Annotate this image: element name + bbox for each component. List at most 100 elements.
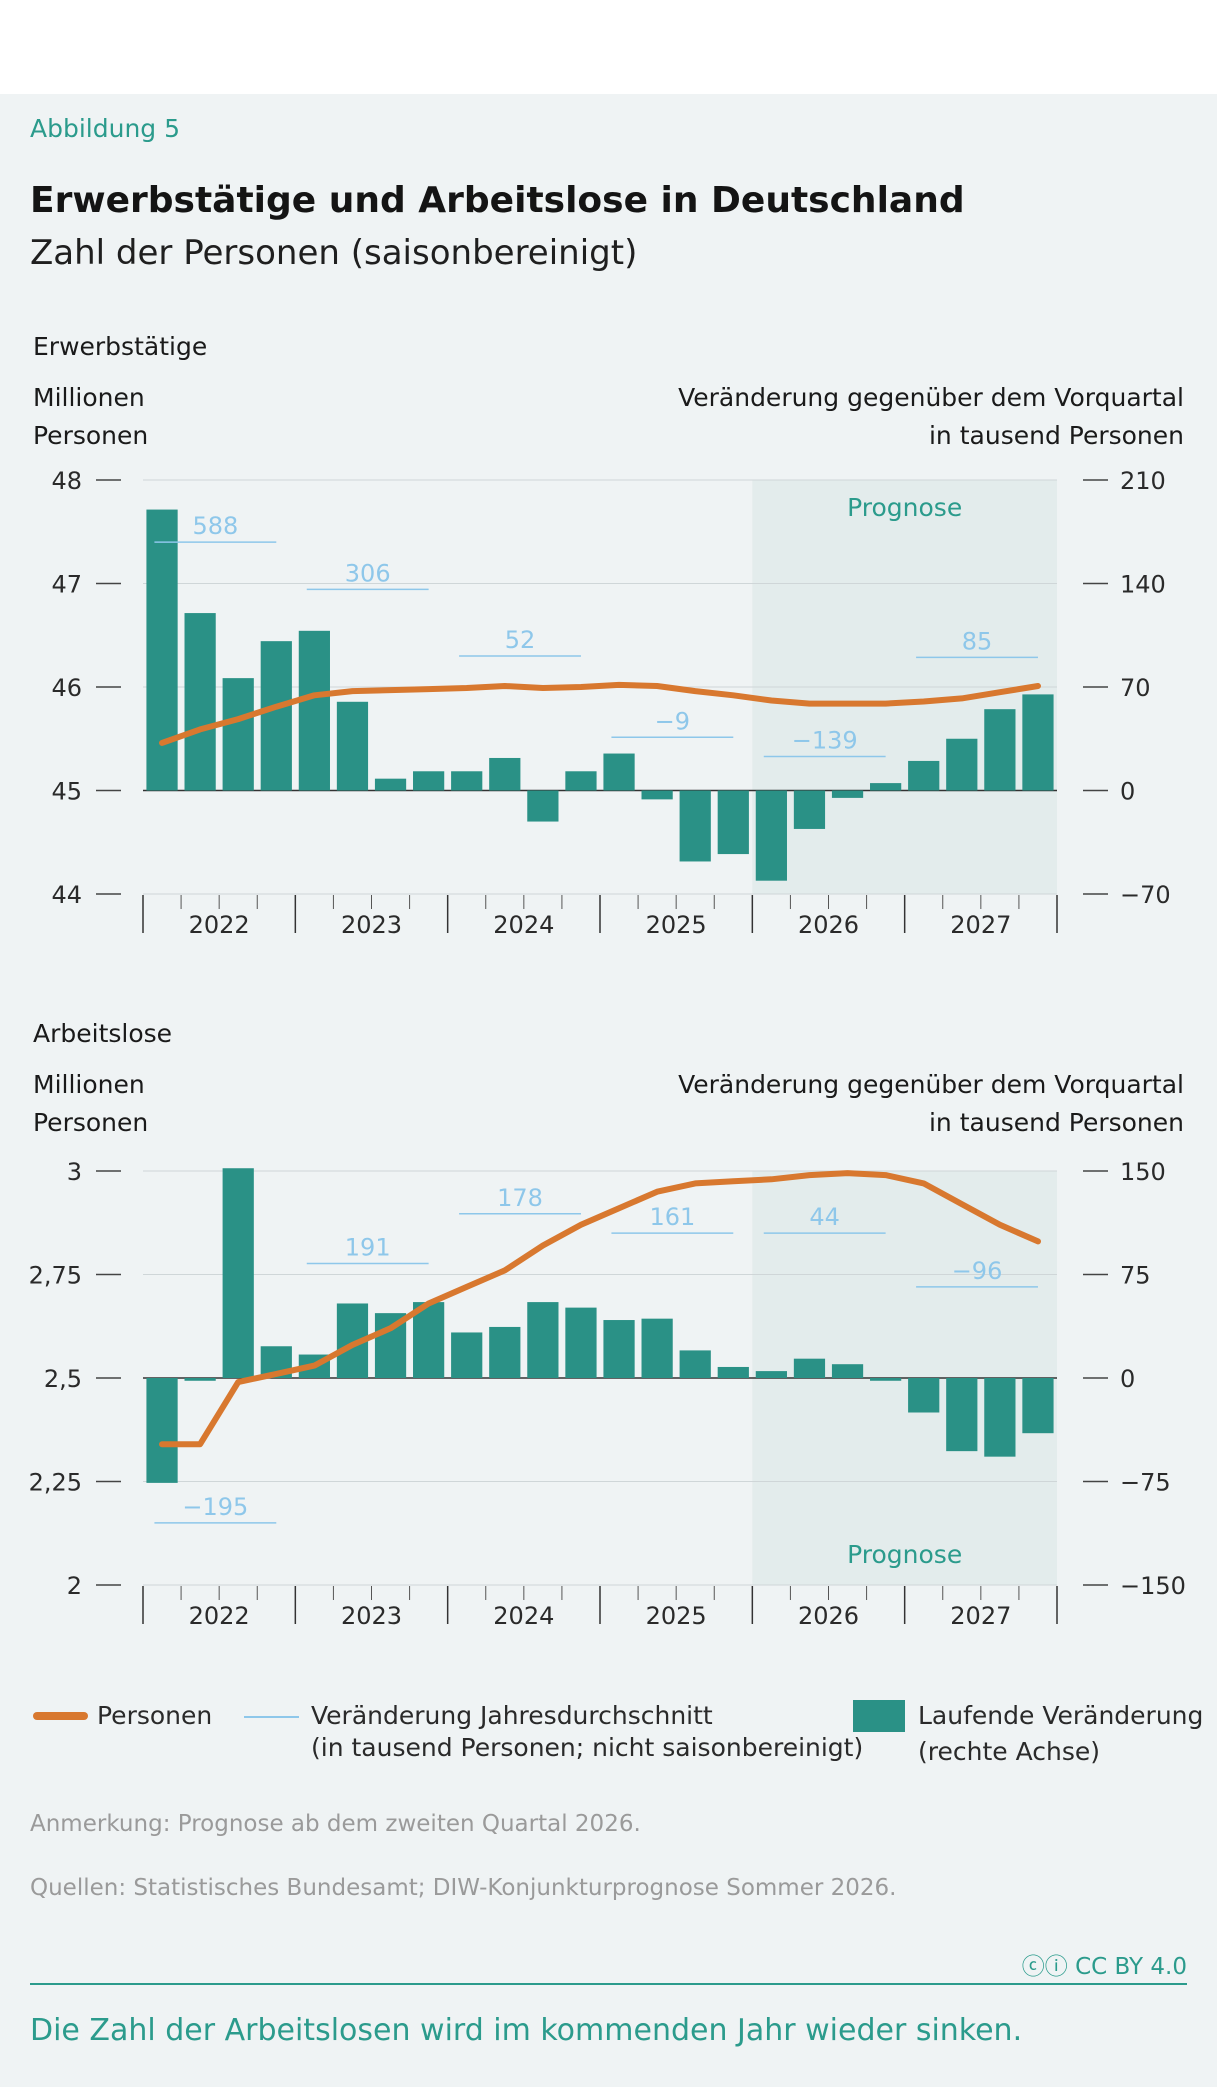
bar: [870, 1378, 902, 1381]
year-label: 2022: [189, 1602, 250, 1630]
year-label: 2023: [341, 911, 402, 939]
legend: Personen Veränderung Jahresdurchschnitt …: [0, 1690, 1217, 1790]
legend-personen-label: Personen: [97, 1701, 213, 1730]
annual-change-label: 178: [497, 1184, 543, 1212]
year-label: 2027: [950, 1602, 1011, 1630]
legend-bar-label-2: (rechte Achse): [918, 1737, 1100, 1766]
bar: [679, 790, 711, 862]
bar: [413, 771, 445, 791]
bar: [222, 1168, 254, 1378]
bar: [527, 1302, 559, 1378]
year-label: 2023: [341, 1602, 402, 1630]
left-tick-label: 47: [51, 571, 82, 599]
annual-change-label: 588: [192, 512, 238, 540]
annual-change-label: 44: [809, 1203, 840, 1231]
year-label: 2027: [950, 911, 1011, 939]
left-axis-label: Millionen: [33, 1070, 145, 1099]
bar: [679, 1350, 711, 1378]
bar: [451, 771, 483, 791]
caption: Die Zahl der Arbeitslosen wird im kommen…: [30, 2013, 1023, 2048]
left-tick-label: 46: [51, 674, 82, 702]
bar: [184, 1378, 216, 1381]
left-tick-label: 3: [67, 1158, 82, 1186]
year-label: 2026: [798, 911, 859, 939]
annual-change-label: 52: [505, 626, 536, 654]
personen-line: [159, 1170, 1041, 1448]
right-tick-label: 75: [1120, 1262, 1151, 1290]
right-tick-label: 140: [1120, 571, 1166, 599]
right-tick-label: −75: [1120, 1469, 1171, 1497]
figure-label: Abbildung 5: [30, 114, 181, 143]
right-tick-label: 210: [1120, 467, 1166, 495]
right-axis-label: Veränderung gegenüber dem Vorquartal: [678, 1070, 1184, 1099]
section-title: Erwerbstätige: [33, 332, 207, 361]
legend-bar-label-1: Laufende Veränderung: [918, 1701, 1204, 1730]
bar: [603, 753, 635, 791]
bar: [489, 757, 521, 791]
bar: [641, 790, 673, 800]
bar: [870, 783, 902, 791]
bar: [984, 709, 1016, 791]
year-label: 2026: [798, 1602, 859, 1630]
bar: [908, 1378, 940, 1413]
personen-line: [159, 681, 1041, 746]
chart-title: Erwerbstätige und Arbeitslose in Deutsch…: [30, 180, 965, 221]
bar: [793, 1358, 826, 1378]
forecast-label: Prognose: [847, 493, 962, 522]
bar: [260, 641, 292, 791]
legend-annual-label-2: (in tausend Personen; nicht saisonberein…: [311, 1733, 864, 1762]
divider: [30, 1983, 1187, 1985]
bar: [374, 778, 407, 791]
left-tick-label: 2: [67, 1572, 82, 1600]
bar: [1022, 1378, 1054, 1434]
chart-erwerbstaetige: Erwerbstätige Millionen Personen Veränderun…: [33, 332, 1184, 939]
year-label: 2022: [189, 911, 250, 939]
right-tick-label: 0: [1120, 778, 1135, 806]
license-text: CC BY 4.0: [1075, 1954, 1187, 1980]
annual-change-label: −139: [792, 726, 858, 754]
chart-subtitle: Zahl der Personen (saisonbereinigt): [30, 233, 638, 273]
left-tick-label: 2,5: [44, 1365, 82, 1393]
footnote: Anmerkung: Prognose ab dem zweiten Quart…: [30, 1811, 641, 1837]
bar: [565, 771, 597, 791]
bar: [1022, 694, 1054, 791]
bar: [946, 738, 978, 791]
right-tick-label: −70: [1120, 881, 1171, 909]
bar: [793, 790, 826, 829]
bar: [298, 630, 330, 791]
bar: [831, 1364, 864, 1378]
cc-icon: ⓒⓘ: [1021, 1954, 1076, 1980]
annual-change-label: 306: [345, 559, 391, 587]
bar: [717, 1366, 749, 1378]
bar: [222, 678, 254, 791]
legend-bar-swatch: [853, 1700, 905, 1732]
bar: [565, 1307, 597, 1378]
year-label: 2024: [493, 911, 554, 939]
forecast-label: Prognose: [847, 1540, 962, 1569]
legend-annual-label-1: Veränderung Jahresdurchschnitt: [311, 1701, 713, 1730]
year-label: 2024: [493, 1602, 554, 1630]
figure-panel: [0, 94, 1217, 2087]
source-note: Quellen: Statistisches Bundesamt; DIW-Ko…: [30, 1875, 897, 1901]
annual-change-label: −9: [655, 707, 690, 735]
left-tick-label: 2,75: [29, 1262, 82, 1290]
bar: [755, 1371, 787, 1378]
right-axis-label: in tausend Personen: [929, 1108, 1184, 1137]
bar: [946, 1378, 978, 1452]
left-axis-label: Personen: [33, 1108, 148, 1137]
bar: [755, 790, 787, 881]
right-tick-label: 150: [1120, 1158, 1166, 1186]
left-tick-label: 2,25: [29, 1469, 82, 1497]
bar: [146, 1378, 178, 1483]
right-tick-label: −150: [1120, 1572, 1186, 1600]
bar: [451, 1332, 483, 1378]
bar: [413, 1302, 445, 1378]
right-axis-label: Veränderung gegenüber dem Vorquartal: [678, 383, 1184, 412]
bar: [717, 790, 749, 855]
left-tick-label: 45: [51, 778, 82, 806]
left-tick-label: 48: [51, 467, 82, 495]
chart-arbeitslose: Arbeitslose Millionen Personen Veränderung …: [29, 1019, 1186, 1630]
right-tick-label: 70: [1120, 674, 1151, 702]
bar: [489, 1326, 521, 1378]
left-tick-label: 44: [51, 881, 82, 909]
